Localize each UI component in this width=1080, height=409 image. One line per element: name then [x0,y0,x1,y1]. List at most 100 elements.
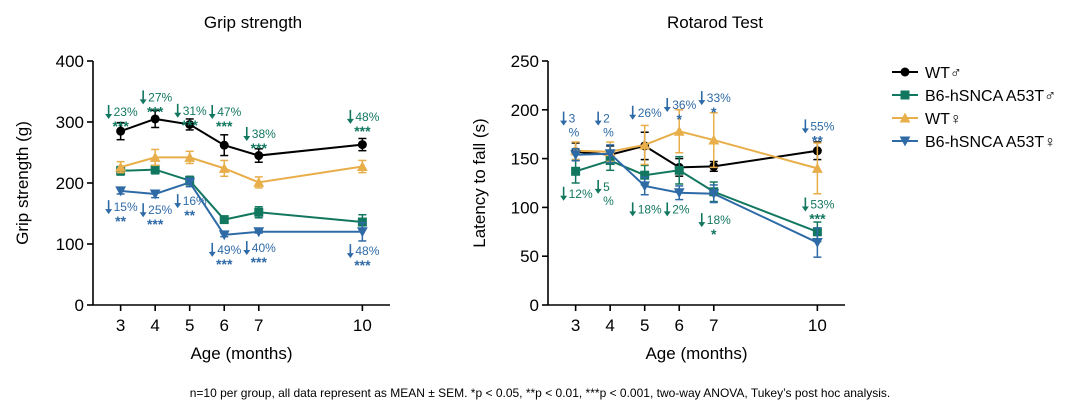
legend-label: WT♀ [925,111,962,128]
annotation-percent: 23% [114,105,138,119]
annotation-percent: 27% [148,90,172,104]
x-tick-label: 10 [808,316,827,335]
arrow-down-icon [139,99,147,105]
series-triangle-down [570,144,823,258]
legend-marker [900,67,910,77]
significance-annotation: 48%*** [346,109,380,139]
x-tick-label: 6 [219,316,228,335]
y-tick-label: 250 [511,52,539,71]
y-axis-label: Grip strength (g) [13,121,32,245]
significance-annotation: 38%*** [243,127,276,156]
data-point [150,114,160,124]
arrow-down-icon [663,211,671,217]
y-tick-label: 400 [56,52,84,71]
x-axis-label: Age (months) [645,344,747,363]
data-point [185,119,195,129]
data-point [708,189,720,200]
legend: WT♂ B6-hSNCA A53T♂ WT♀ B6-hSNCA A53T♀ [892,65,1056,151]
y-tick-label: 0 [530,296,539,315]
significance-annotation: 15%** [105,200,138,229]
y-tick-label: 0 [75,296,84,315]
annotation-percent: 25% [148,203,172,217]
annotation-percent: 49% [217,243,241,257]
data-point [708,134,720,145]
arrow-down-icon [346,118,354,124]
legend-marker [899,136,911,147]
arrow-down-icon [594,188,602,194]
annotation-percent: 53% [810,197,834,211]
annotation-stars: *** [216,256,233,272]
significance-annotation: 36%* [663,97,697,127]
arrow-down-icon [698,100,706,106]
annotation-stars: ** [812,132,823,148]
data-point [150,165,160,175]
series-line [575,152,818,244]
series-line [120,156,363,184]
data-point [116,126,126,136]
legend-item: WT♀ [892,111,962,128]
data-point [254,207,264,217]
arrow-down-icon [629,114,637,120]
significance-annotation: 18%* [698,213,731,242]
annotation-percent: 2 [603,112,610,126]
significance-annotation: 2% [594,111,614,140]
annotation-percent: 38% [252,127,276,141]
data-point [674,165,684,175]
legend-label: B6-hSNCA A53T♀ [925,134,1056,151]
data-point [673,188,685,199]
data-point [811,162,823,173]
legend-item: B6-hSNCA A53T♂ [892,88,1056,105]
chart-title: Rotarod Test [667,13,763,32]
legend-marker [900,90,910,100]
annotation-percent: 2% [672,202,690,216]
annotation-percent: 31% [183,104,207,118]
annotation-stars: *** [354,257,371,273]
chart-rotarod-test: Rotarod Test 0 50 100 150 200 250 3 4 5 6 7 10 Age (m… [470,13,845,363]
annotation-percent: 33% [707,91,731,105]
arrow-down-icon [698,222,706,228]
data-point [219,140,229,150]
legend-label: WT♂ [925,65,962,82]
significance-annotation: 47%*** [208,105,242,134]
significance-annotation: 16%** [174,194,207,223]
data-point [253,176,265,187]
x-tick-label: 3 [116,316,125,335]
significance-annotation: 27%*** [139,90,173,119]
legend-marker [899,112,911,123]
x-tick-label: 4 [150,316,159,335]
data-point [219,215,229,225]
data-point [639,139,651,150]
data-point [218,162,230,173]
arrow-down-icon [174,112,182,118]
significance-annotation: 3% [560,111,580,140]
data-point [356,161,368,172]
annotation-stars: *** [251,140,268,156]
annotation-percent: 48% [355,110,379,124]
chart-title: Grip strength [204,13,302,32]
significance-annotation: 23%*** [105,105,138,134]
data-point [218,230,230,241]
x-tick-label: 4 [605,316,614,335]
series-triangle-up [115,148,368,189]
figure-caption: n=10 per group, all data represent as ME… [189,386,891,400]
annotation-stars: *** [216,118,233,134]
annotation-percent: 18% [707,213,731,227]
y-tick-label: 50 [520,247,539,266]
annotation-stars: *** [251,254,268,270]
annotation-percent: 12% [569,187,593,201]
x-tick-label: 3 [571,316,580,335]
significance-annotation: 55%** [801,119,835,148]
x-tick-label: 5 [185,316,194,335]
x-tick-label: 5 [640,316,649,335]
annotation-percent: % [603,126,614,140]
annotation-stars: * [677,111,683,127]
chart-grip-strength: Grip strength 0 100 200 300 400 3 4 5 6 7 10 Age (mo… [13,13,390,363]
arrow-down-icon [243,135,251,141]
y-tick-label: 100 [56,235,84,254]
significance-annotation: 53%*** [801,197,835,226]
arrow-down-icon [105,114,113,120]
significance-annotation: 12% [560,186,593,201]
data-point [115,161,127,172]
significance-annotation: 2% [663,202,690,217]
